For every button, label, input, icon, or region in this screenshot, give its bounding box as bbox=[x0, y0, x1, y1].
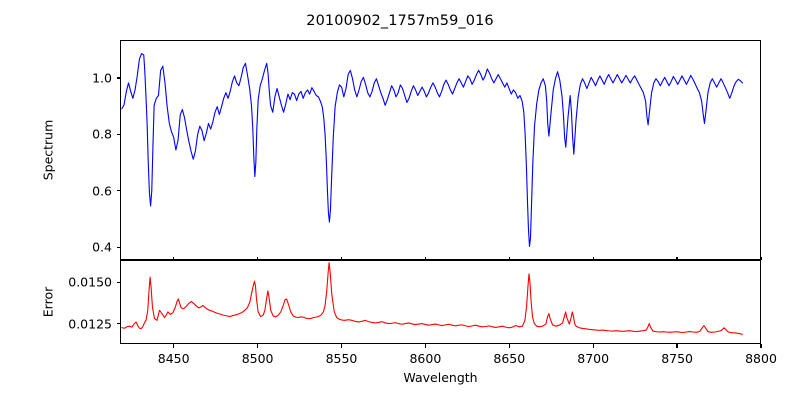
spectrum-x-tick bbox=[508, 256, 510, 260]
spectrum-y-ticklabel: 0.6 bbox=[92, 183, 112, 199]
spectrum-y-tick bbox=[116, 77, 120, 79]
x-ticklabel: 8750 bbox=[661, 351, 693, 366]
error-line-series bbox=[121, 261, 760, 343]
error-x-tick bbox=[424, 344, 426, 348]
x-ticklabel: 8500 bbox=[241, 351, 274, 366]
spectrum-x-tick bbox=[592, 256, 594, 260]
x-ticklabel: 8700 bbox=[577, 351, 610, 366]
spectrum-y-tick bbox=[116, 133, 120, 136]
spectrum-x-tick bbox=[676, 256, 678, 260]
spectrum-x-tick bbox=[760, 256, 762, 260]
error-x-tick bbox=[173, 344, 175, 348]
error-y-axis-label: Error bbox=[40, 286, 56, 318]
spectrum-x-tick bbox=[173, 256, 175, 260]
spectrum-x-tick bbox=[424, 256, 426, 260]
error-plot-area bbox=[120, 260, 761, 344]
spectrum-data-line bbox=[122, 54, 743, 247]
x-ticklabel: 8550 bbox=[325, 351, 358, 366]
x-ticklabel: 8600 bbox=[409, 351, 442, 366]
spectrum-y-ticklabel: 1.0 bbox=[92, 70, 112, 86]
spectrum-plot-area bbox=[120, 40, 761, 260]
x-ticklabel: 8800 bbox=[745, 351, 777, 366]
spectrum-y-axis-label: Spectrum bbox=[40, 119, 56, 181]
spectrum-y-tick bbox=[116, 246, 120, 248]
spectrum-y-ticklabel: 0.8 bbox=[92, 126, 112, 142]
error-data-line bbox=[122, 263, 743, 335]
spectrum-x-tick bbox=[340, 256, 343, 260]
error-x-tick bbox=[256, 344, 259, 348]
error-x-tick bbox=[760, 344, 762, 348]
error-x-tick bbox=[592, 344, 594, 348]
error-y-ticklabel: 0.0150 bbox=[68, 274, 112, 290]
error-y-tick bbox=[116, 281, 120, 283]
spectrum-y-tick bbox=[116, 190, 120, 192]
spectrum-x-tick bbox=[256, 256, 259, 260]
spectrum-y-ticklabel: 0.4 bbox=[92, 239, 112, 255]
error-y-ticklabel: 0.0125 bbox=[68, 316, 112, 332]
error-y-tick bbox=[116, 323, 120, 325]
error-x-tick bbox=[676, 344, 678, 348]
spectrum-line-series bbox=[121, 41, 760, 259]
error-x-tick bbox=[508, 344, 510, 348]
error-x-tick bbox=[340, 344, 343, 348]
x-ticklabel: 8450 bbox=[157, 351, 190, 366]
figure-title: 20100902_1757m59_016 bbox=[306, 13, 494, 29]
x-ticklabel: 8650 bbox=[493, 351, 526, 366]
x-axis-label: Wavelength bbox=[403, 370, 478, 385]
